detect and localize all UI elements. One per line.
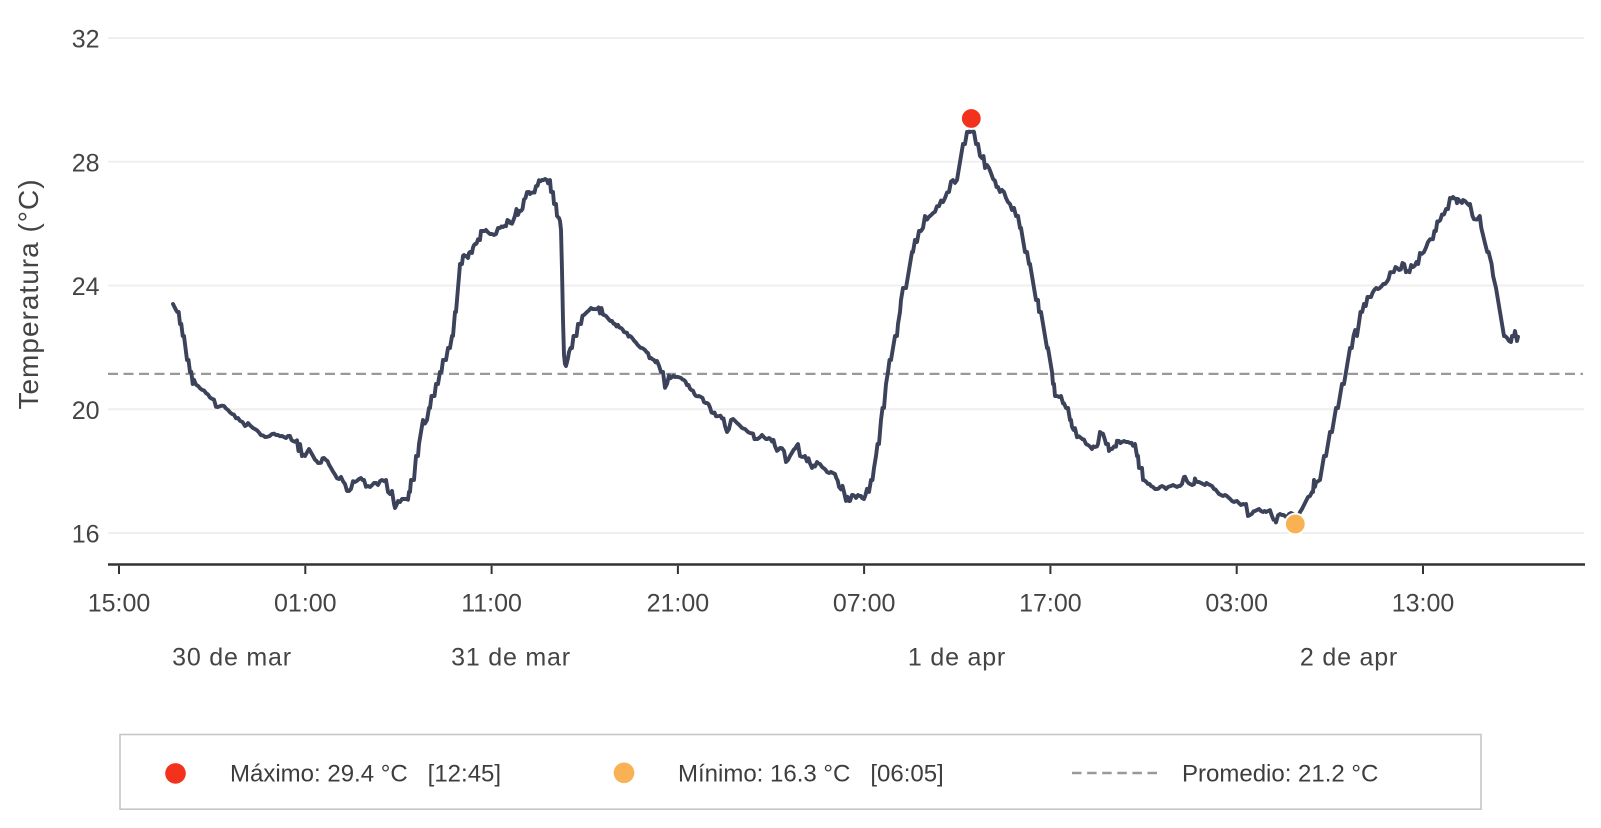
svg-text:Temperatura (°C): Temperatura (°C) [13,178,44,409]
svg-text:32: 32 [72,26,100,54]
svg-text:15:00: 15:00 [88,590,151,618]
svg-text:16: 16 [72,521,100,549]
svg-text:1 de apr: 1 de apr [908,644,1006,672]
svg-text:24: 24 [72,273,100,301]
svg-text:2 de apr: 2 de apr [1300,644,1398,672]
svg-text:07:00: 07:00 [833,590,896,618]
svg-text:01:00: 01:00 [274,590,337,618]
svg-text:30 de mar: 30 de mar [172,644,292,672]
svg-text:Promedio: 21.2 °C: Promedio: 21.2 °C [1182,761,1378,788]
svg-text:31 de mar: 31 de mar [451,644,571,672]
svg-text:13:00: 13:00 [1392,590,1455,618]
svg-text:03:00: 03:00 [1205,590,1268,618]
svg-text:Mínimo: 16.3 °C [06:05]: Mínimo: 16.3 °C [06:05] [678,761,944,788]
svg-text:20: 20 [72,397,100,425]
svg-text:17:00: 17:00 [1019,590,1082,618]
svg-text:21:00: 21:00 [647,590,710,618]
svg-text:Máximo: 29.4 °C [12:45]: Máximo: 29.4 °C [12:45] [230,761,501,788]
svg-text:11:00: 11:00 [461,590,522,618]
svg-text:28: 28 [72,149,100,177]
